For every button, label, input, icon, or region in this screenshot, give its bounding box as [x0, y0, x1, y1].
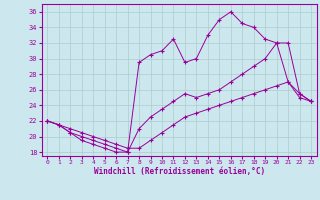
X-axis label: Windchill (Refroidissement éolien,°C): Windchill (Refroidissement éolien,°C) [94, 167, 265, 176]
